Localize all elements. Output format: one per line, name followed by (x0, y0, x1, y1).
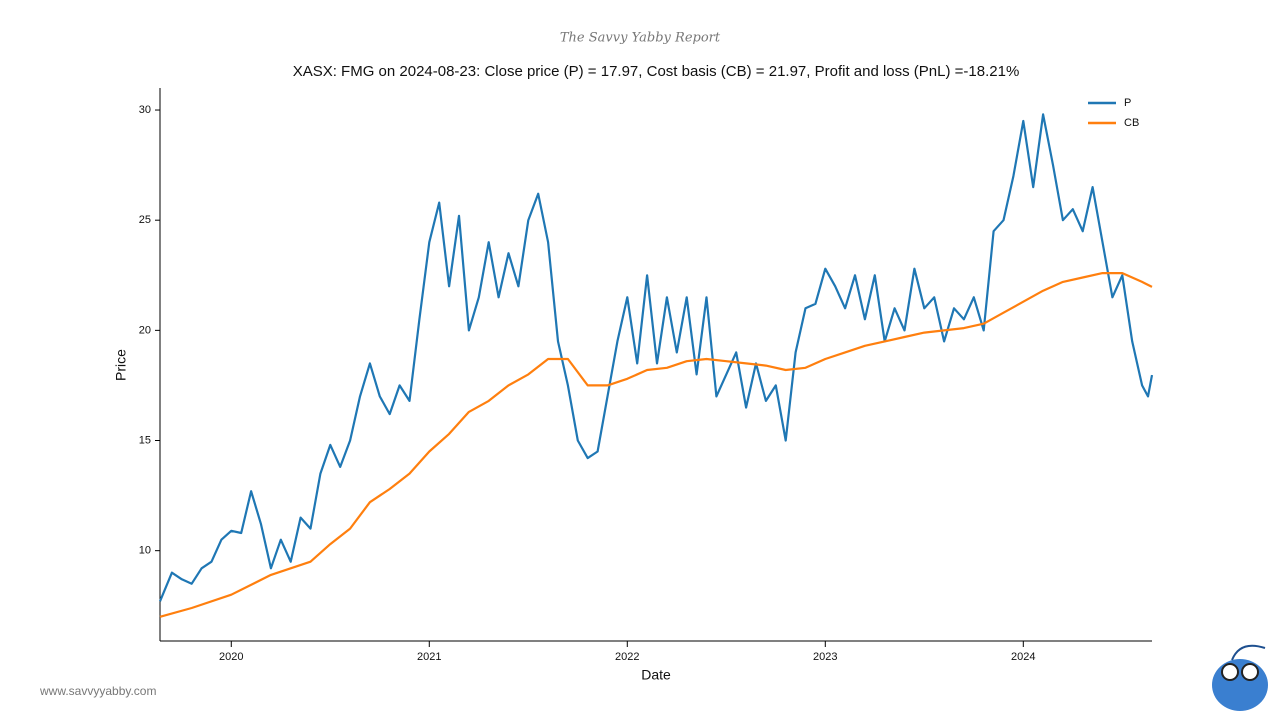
x-axis-label: Date (641, 667, 671, 683)
y-tick-label: 20 (139, 324, 151, 336)
x-tick-label: 2024 (1011, 651, 1035, 663)
x-tick-label: 2023 (813, 651, 837, 663)
y-axis-label: Price (113, 349, 129, 381)
footer: www.savvyyabby.com (39, 684, 156, 698)
x-tick-label: 2021 (417, 651, 441, 663)
header: The Savvy Yabby Report (560, 31, 721, 46)
legend-label: P (1124, 97, 1131, 109)
x-tick-label: 2020 (219, 651, 243, 663)
y-tick-label: 30 (139, 104, 151, 116)
mascot (1212, 644, 1268, 711)
line-series (159, 272, 1153, 618)
legend-label: CB (1124, 117, 1139, 129)
chart-title: XASX: FMG on 2024-08-23: Close price (P)… (293, 63, 1020, 80)
x-tick-label: 2022 (615, 651, 639, 663)
y-tick-label: 10 (139, 545, 151, 557)
line-series (158, 113, 1154, 602)
y-tick-label: 15 (139, 434, 151, 446)
y-tick-label: 25 (139, 214, 151, 226)
